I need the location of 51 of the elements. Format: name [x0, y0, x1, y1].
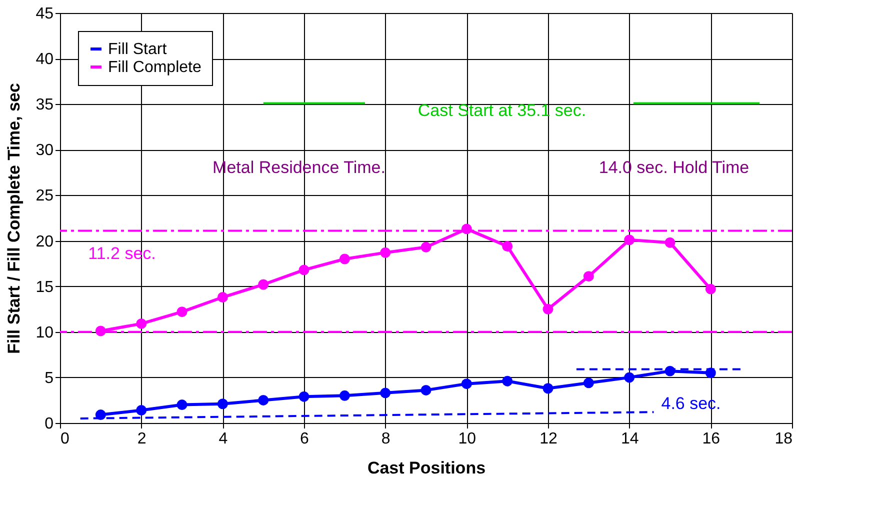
y-tick-label: 0: [44, 416, 54, 432]
point: [705, 284, 716, 294]
y-tick-label: 40: [36, 51, 54, 68]
point: [258, 394, 269, 406]
point: [136, 405, 147, 416]
legend-label: Fill Start: [108, 41, 168, 58]
point: [298, 391, 310, 402]
x-tick-label: 6: [300, 430, 310, 448]
x-tick-label: 4: [218, 430, 228, 448]
point: [339, 390, 350, 401]
point: [420, 384, 432, 396]
point: [624, 234, 635, 246]
y-tick-label: 25: [36, 188, 54, 205]
point: [664, 237, 676, 248]
point: [461, 378, 472, 390]
x-tick-label: 10: [458, 430, 476, 448]
point: [258, 279, 269, 290]
point: [583, 271, 594, 282]
point: [542, 304, 554, 314]
y-tick-label: 30: [36, 142, 54, 160]
x-tick-label: 18: [774, 430, 793, 448]
y-tick-label: 20: [36, 233, 54, 250]
x-tick-label: 0: [60, 430, 70, 448]
y-tick-label: 10: [36, 324, 54, 342]
legend-label: Fill Complete: [108, 59, 202, 76]
x-axis-title: Cast Positions: [367, 458, 486, 478]
x-tick-label: 16: [702, 430, 720, 448]
y-tick-label: 5: [44, 370, 54, 387]
point: [624, 372, 635, 383]
x-tick-label: 8: [381, 430, 390, 448]
x-tick-label: 14: [620, 430, 639, 448]
point: [542, 383, 554, 394]
x-tick-label: 2: [137, 430, 146, 448]
point: [217, 292, 228, 302]
y-tick-label: 45: [36, 6, 54, 22]
x-tick-label: 12: [540, 430, 558, 448]
point: [298, 264, 310, 276]
point: [217, 398, 228, 410]
point: [380, 388, 391, 398]
point: [176, 306, 188, 318]
point: [380, 247, 391, 258]
point: [420, 242, 432, 252]
point: [136, 318, 147, 329]
y-axis-title: Fill Start / Fill Complete Time, sec: [4, 83, 24, 354]
point: [176, 400, 188, 410]
y-tick-label: 15: [36, 278, 54, 296]
y-tick-label: 35: [36, 96, 54, 114]
point: [339, 254, 350, 264]
point: [502, 376, 513, 386]
point: [583, 378, 594, 388]
point: [502, 241, 513, 252]
